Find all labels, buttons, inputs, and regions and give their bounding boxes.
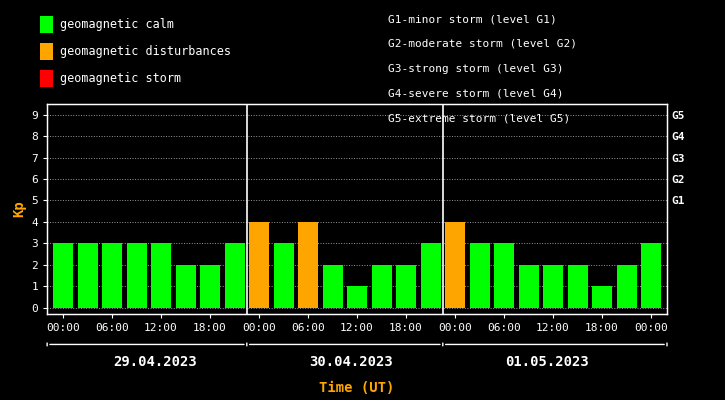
Bar xyxy=(273,243,294,308)
Text: geomagnetic calm: geomagnetic calm xyxy=(60,18,174,31)
Bar xyxy=(568,265,588,308)
Text: Time (UT): Time (UT) xyxy=(320,381,394,395)
Bar xyxy=(396,265,416,308)
Text: geomagnetic disturbances: geomagnetic disturbances xyxy=(60,45,231,58)
Bar xyxy=(200,265,220,308)
Bar xyxy=(543,265,563,308)
Bar xyxy=(323,265,343,308)
Text: G5-extreme storm (level G5): G5-extreme storm (level G5) xyxy=(388,113,570,123)
Text: G4-severe storm (level G4): G4-severe storm (level G4) xyxy=(388,88,563,98)
Text: 29.04.2023: 29.04.2023 xyxy=(113,355,196,369)
Bar xyxy=(151,243,171,308)
Bar xyxy=(126,243,146,308)
Bar xyxy=(175,265,196,308)
Text: G3-strong storm (level G3): G3-strong storm (level G3) xyxy=(388,64,563,74)
Bar xyxy=(298,222,318,308)
Bar xyxy=(518,265,539,308)
Bar xyxy=(592,286,612,308)
Bar xyxy=(53,243,73,308)
Text: geomagnetic storm: geomagnetic storm xyxy=(60,72,181,85)
Text: G2-moderate storm (level G2): G2-moderate storm (level G2) xyxy=(388,39,577,49)
Bar xyxy=(420,243,441,308)
Bar xyxy=(470,243,489,308)
Text: 30.04.2023: 30.04.2023 xyxy=(309,355,393,369)
Bar xyxy=(445,222,465,308)
Bar xyxy=(225,243,244,308)
Bar xyxy=(494,243,514,308)
Bar xyxy=(347,286,367,308)
Bar xyxy=(616,265,637,308)
Bar xyxy=(371,265,392,308)
Text: 01.05.2023: 01.05.2023 xyxy=(505,355,589,369)
Y-axis label: Kp: Kp xyxy=(12,201,26,217)
Bar xyxy=(78,243,98,308)
Bar xyxy=(102,243,122,308)
Bar xyxy=(641,243,661,308)
Text: G1-minor storm (level G1): G1-minor storm (level G1) xyxy=(388,14,557,24)
Bar xyxy=(249,222,269,308)
